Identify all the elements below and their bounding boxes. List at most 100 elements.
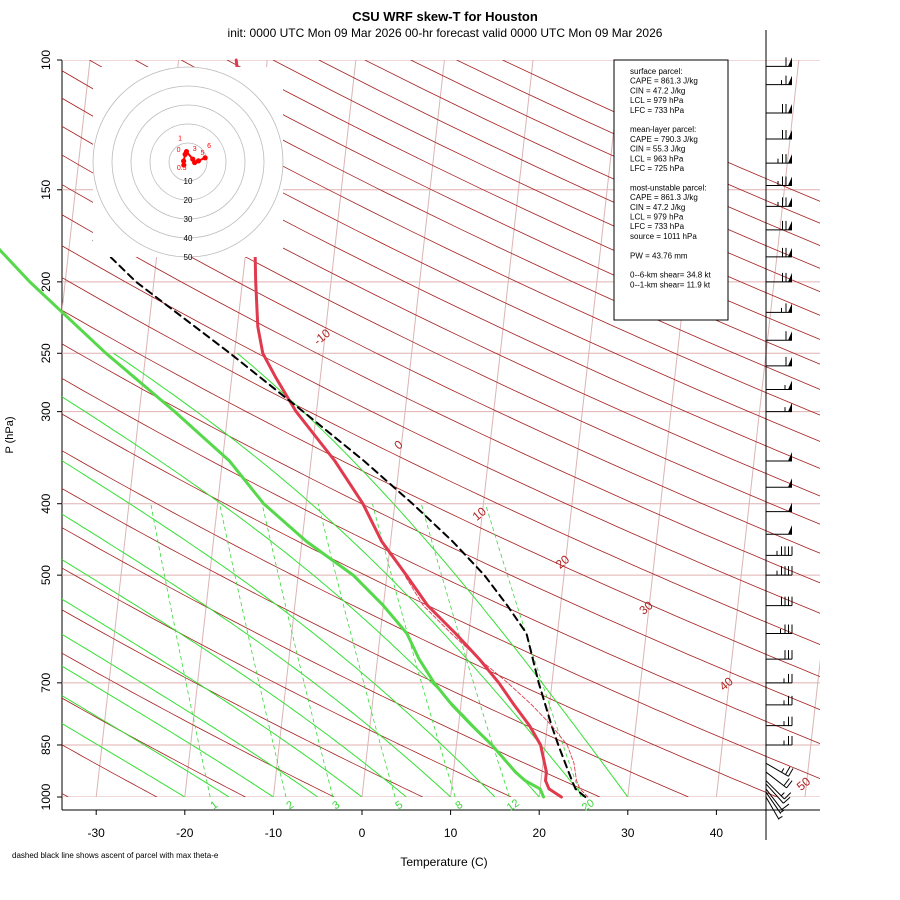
y-tick-label: 1000 — [39, 783, 53, 810]
x-tick-label: -10 — [265, 826, 283, 840]
hodograph-point-label: 3 — [193, 146, 197, 153]
hodograph-point-label: 0.5 — [177, 165, 187, 172]
stats-box-frame — [613, 59, 729, 321]
hodograph-ring — [111, 85, 265, 239]
stats-heading: surface parcel: — [630, 67, 682, 76]
dry-adiabat-line — [62, 488, 689, 797]
y-tick-label: 700 — [39, 673, 53, 693]
mixing-ratio-label: 3 — [330, 799, 342, 812]
dry-adiabat-line — [62, 154, 820, 525]
wind-barb — [765, 783, 791, 804]
mixing-ratio-label: 1 — [208, 799, 220, 812]
mixing-ratio-label: 5 — [393, 799, 405, 812]
dry-adiabat-line — [62, 245, 820, 614]
stats-line: LCL = 979 hPa — [630, 96, 684, 105]
dry-adiabat-line — [62, 652, 335, 797]
hodograph-point — [202, 155, 208, 161]
virtual-temperature-profile — [404, 574, 589, 798]
hodograph-ring — [92, 66, 284, 258]
wind-barb — [766, 75, 792, 86]
dry-adiabat-line — [62, 567, 512, 797]
stats-line: source = 1011 hPa — [630, 232, 697, 241]
hodograph-ring-label: 30 — [184, 215, 193, 224]
wind-barb — [766, 525, 792, 535]
stats-shear1: 0--1-km shear= 11.9 kt — [630, 280, 711, 289]
dry-adiabat-line — [62, 744, 158, 797]
hodograph-point — [195, 158, 202, 164]
hodograph-ring-label: 40 — [184, 234, 193, 243]
wind-barb — [766, 716, 793, 727]
wind-barb — [766, 130, 792, 140]
isotherm-line — [361, 60, 445, 797]
wind-barb — [765, 796, 783, 820]
dry-adiabat-line — [62, 609, 423, 797]
wind-barb — [766, 380, 792, 391]
stats-line: LFC = 733 hPa — [630, 106, 685, 115]
stats-line: LFC = 725 hPa — [630, 164, 685, 173]
stats-line: LCL = 979 hPa — [630, 213, 684, 222]
hodograph-point — [181, 158, 187, 164]
hodograph-point-label: 6 — [207, 143, 211, 150]
dry-adiabat-line — [62, 527, 601, 797]
wind-barb — [765, 771, 793, 789]
wind-barb — [766, 103, 792, 114]
wind-barb — [766, 478, 792, 488]
moist-adiabat-line — [113, 352, 584, 797]
chart-subtitle: init: 0000 UTC Mon 09 Mar 2026 00-hr for… — [228, 26, 663, 40]
dry-adiabat-line — [62, 343, 820, 711]
dry-adiabat-line — [62, 70, 820, 442]
isotherm-line — [538, 60, 623, 797]
wind-barb — [766, 176, 792, 186]
hodograph-point — [183, 148, 190, 155]
hodograph-point-label: 5 — [200, 150, 204, 157]
hodograph-point-label: 0 — [177, 147, 181, 154]
dry-adiabat-line — [62, 377, 820, 745]
hodograph-ring — [149, 123, 227, 201]
hodograph-ring-label: 50 — [184, 253, 193, 262]
x-tick-label: 0 — [359, 826, 366, 840]
mixing-ratio-label: 8 — [453, 799, 465, 812]
hodograph-ring — [130, 104, 246, 220]
wind-barb — [766, 546, 793, 556]
stats-shear6: 0--6-km shear= 34.8 kt — [630, 271, 711, 280]
dry-adiabat-line — [62, 697, 246, 797]
mixing-ratio-line — [372, 503, 456, 797]
dry-adiabat-line — [62, 309, 820, 678]
wind-barb — [766, 402, 792, 413]
moist-adiabat-line — [62, 598, 363, 797]
wind-barb — [766, 735, 793, 746]
isotherm-line — [272, 60, 357, 797]
stats-heading: mean-layer parcel: — [630, 125, 696, 134]
isotherm-line — [804, 658, 820, 797]
stats-line: LFC = 733 hPa — [630, 222, 685, 231]
mixing-ratio-label: 2 — [284, 799, 296, 812]
stats-line: CAPE = 861.3 J/kg — [630, 193, 698, 202]
wind-barb — [766, 566, 793, 576]
stats-pw: PW = 43.76 mm — [630, 251, 688, 260]
dewpoint-profile — [0, 247, 546, 799]
dry-adiabat-line — [62, 97, 820, 469]
hodograph-ring-label: 10 — [184, 177, 193, 186]
x-tick-label: -20 — [176, 826, 194, 840]
moist-adiabat-line — [62, 665, 274, 797]
stats-line: LCL = 963 hPa — [630, 154, 684, 163]
x-axis-label: Temperature (C) — [400, 855, 487, 869]
x-tick-label: 40 — [710, 826, 724, 840]
hodograph-ring-label: 20 — [184, 196, 193, 205]
hodograph-point-label: 1 — [178, 135, 182, 142]
moist-adiabat-line — [62, 460, 496, 797]
moist-adiabat-line — [237, 352, 629, 797]
wind-barb — [766, 502, 792, 513]
hodograph-bg — [93, 67, 283, 257]
isotherm-line — [715, 60, 800, 797]
stats-line: CAPE = 861.3 J/kg — [630, 77, 698, 86]
mixing-ratio-line — [150, 503, 211, 797]
wind-barb — [766, 303, 792, 313]
wind-barb — [766, 673, 793, 684]
y-tick-label: 200 — [39, 272, 53, 292]
wind-barb — [766, 220, 792, 231]
isotherm-line — [62, 60, 91, 316]
y-tick-label: 100 — [39, 50, 53, 70]
wind-barb — [766, 331, 792, 341]
